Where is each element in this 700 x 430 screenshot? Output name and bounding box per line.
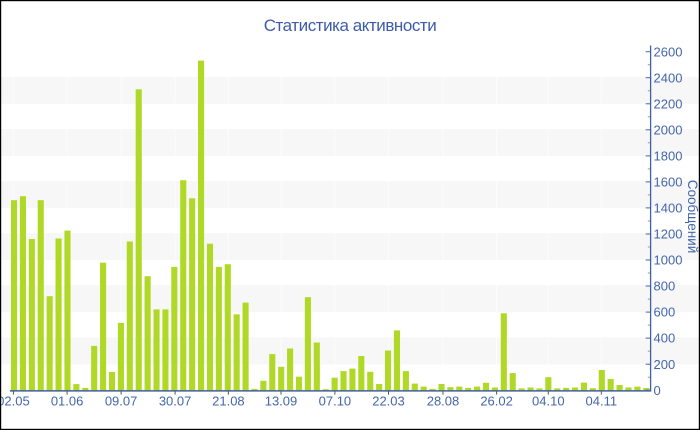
svg-text:1200: 1200 [654, 227, 683, 242]
svg-text:2400: 2400 [654, 70, 683, 85]
svg-text:1600: 1600 [654, 175, 683, 190]
svg-text:2200: 2200 [654, 96, 683, 111]
svg-text:Сообщений: Сообщений [685, 180, 700, 254]
svg-text:30.07: 30.07 [159, 394, 192, 409]
svg-text:400: 400 [654, 331, 676, 346]
svg-text:2600: 2600 [654, 44, 683, 59]
svg-text:28.08: 28.08 [427, 394, 460, 409]
svg-text:1400: 1400 [654, 201, 683, 216]
svg-text:04.10: 04.10 [532, 394, 565, 409]
svg-text:01.06: 01.06 [51, 394, 84, 409]
svg-text:Статистика активности: Статистика активности [264, 16, 437, 35]
svg-text:800: 800 [654, 279, 676, 294]
svg-text:600: 600 [654, 305, 676, 320]
svg-text:04.11: 04.11 [586, 394, 618, 409]
svg-text:0: 0 [654, 383, 661, 398]
svg-text:07.10: 07.10 [319, 394, 352, 409]
svg-text:1800: 1800 [654, 149, 683, 164]
svg-text:09.07: 09.07 [105, 394, 138, 409]
svg-text:1000: 1000 [654, 253, 683, 268]
svg-text:22.03: 22.03 [372, 394, 405, 409]
svg-text:02.05: 02.05 [0, 394, 30, 409]
svg-text:2000: 2000 [654, 122, 683, 137]
svg-text:200: 200 [654, 357, 676, 372]
svg-text:13.09: 13.09 [265, 394, 298, 409]
svg-text:21.08: 21.08 [212, 394, 245, 409]
svg-text:26.02: 26.02 [480, 394, 513, 409]
